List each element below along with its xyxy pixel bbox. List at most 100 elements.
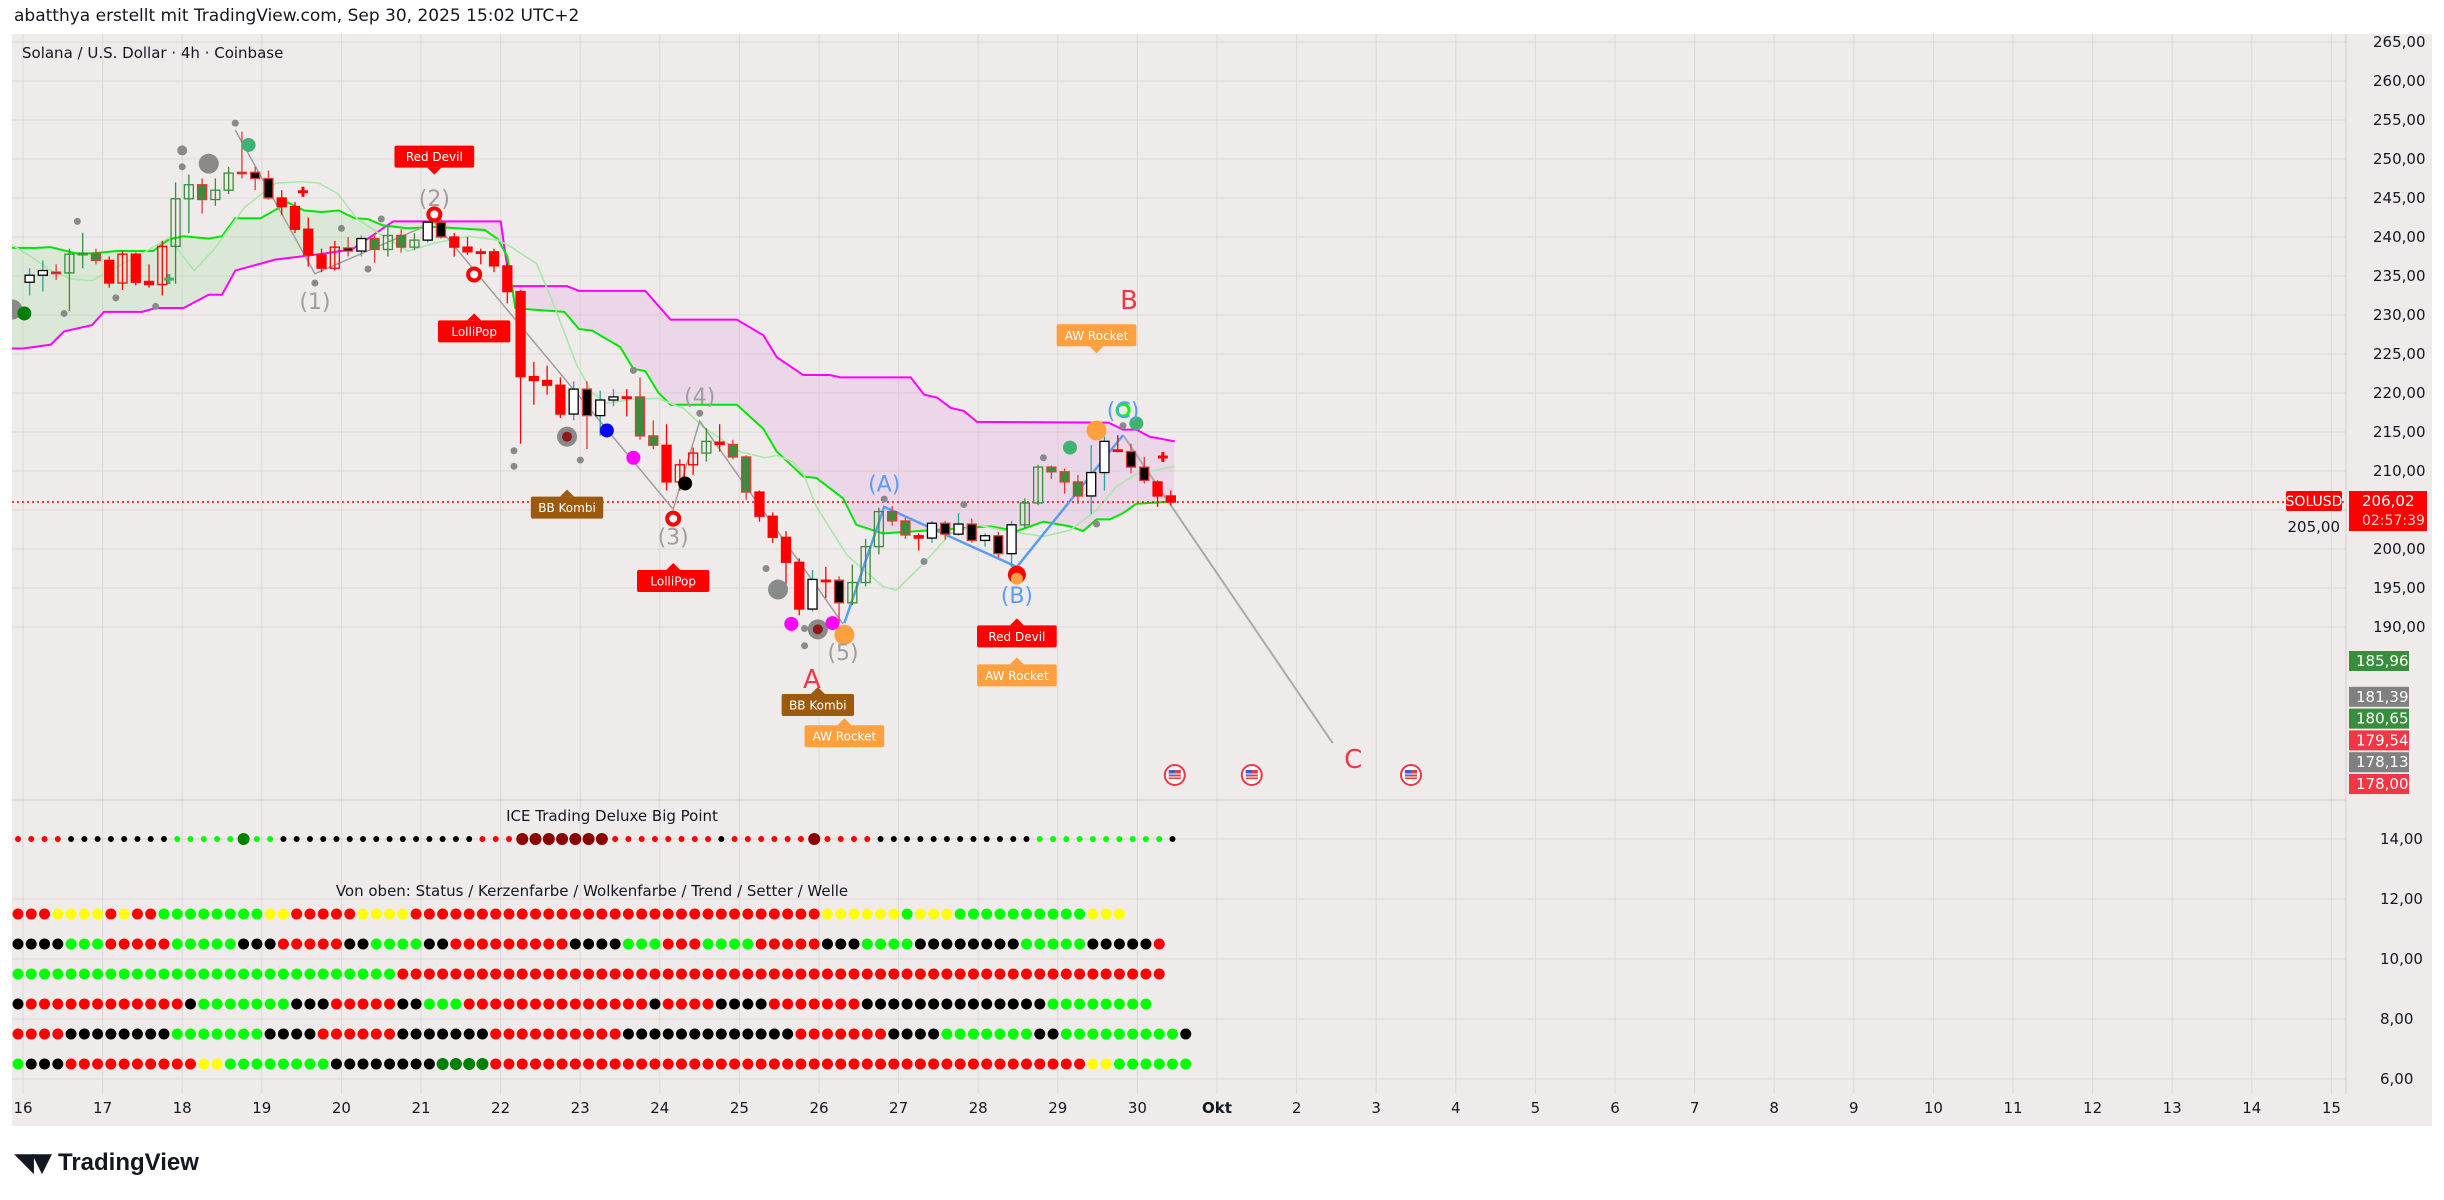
indicator-dot-kerzenfarbe bbox=[1060, 938, 1072, 950]
indicator-dot-big-point bbox=[147, 836, 154, 842]
candle-body bbox=[37, 269, 49, 276]
indicator-dot-big-point bbox=[187, 836, 194, 842]
candle-body bbox=[263, 177, 274, 199]
indicator-dot-status bbox=[1007, 908, 1019, 920]
indicator-dot-wolkenfarbe bbox=[742, 968, 754, 980]
indicator-dot-welle bbox=[198, 1058, 210, 1070]
tradingview-logo[interactable]: ◥▼ TradingView bbox=[14, 1148, 199, 1178]
time-tick-label: 23 bbox=[571, 1099, 590, 1117]
indicator-dot-setter bbox=[384, 1028, 396, 1040]
indicator-dot-big-point bbox=[121, 836, 128, 842]
indicator-dot-big-point bbox=[227, 836, 234, 842]
indicator-dot-big-point bbox=[943, 836, 950, 842]
price-axis[interactable]: 265,00 260,00 255,00 250,00 245,00 240,00 235,… bbox=[2286, 33, 2427, 1088]
indicator-dot-status bbox=[145, 908, 157, 920]
indicator-dot-status bbox=[530, 908, 542, 920]
indicator-dot-kerzenfarbe bbox=[516, 938, 528, 950]
indicator-dot-welle bbox=[742, 1058, 754, 1070]
indicator-dot-status bbox=[291, 908, 303, 920]
indicator-dot-kerzenfarbe bbox=[888, 938, 900, 950]
indicator-dot-setter bbox=[158, 1028, 170, 1040]
indicator-dot-setter bbox=[715, 1028, 727, 1040]
indicator-dot-wolkenfarbe bbox=[1021, 968, 1033, 980]
indicator-dot-big-point bbox=[28, 836, 35, 842]
candle-body bbox=[250, 171, 261, 180]
indicator-dot-setter bbox=[569, 1028, 581, 1040]
us-flag-event-icon[interactable] bbox=[1400, 764, 1423, 786]
time-tick-label: 26 bbox=[809, 1099, 828, 1117]
gray-m-marker-icon bbox=[177, 145, 188, 156]
indicator-dot-wolkenfarbe bbox=[158, 968, 170, 980]
indicator-dot-setter bbox=[423, 1028, 435, 1040]
indicator-dot-wolkenfarbe bbox=[622, 968, 634, 980]
time-axis[interactable]: 16 17 18 19 20 21 22 23 24 25 26 27 28 29 30 Okt 2 3 4 5 6 7 8… bbox=[13, 1099, 2340, 1117]
indicator-dot-big-point bbox=[625, 836, 632, 842]
indicator-dot-wolkenfarbe bbox=[967, 968, 979, 980]
indicator-dot-status bbox=[1060, 908, 1072, 920]
indicator-dot-kerzenfarbe bbox=[185, 938, 197, 950]
indicator-dot-trend bbox=[530, 998, 542, 1010]
indicator-dot-kerzenfarbe bbox=[357, 938, 369, 950]
candle-body bbox=[595, 399, 606, 417]
indicator-dot-setter bbox=[238, 1028, 250, 1040]
candle-body bbox=[1059, 471, 1070, 483]
price-tick-label: 215,00 bbox=[2373, 423, 2426, 441]
indicator-dot-kerzenfarbe bbox=[370, 938, 382, 950]
time-tick-label: 8 bbox=[1769, 1099, 1779, 1117]
last-price-tag-bg bbox=[2349, 491, 2427, 532]
indicator-dot-wolkenfarbe bbox=[729, 968, 741, 980]
magenta-line bbox=[12, 220, 1175, 443]
indicator-dot-kerzenfarbe bbox=[397, 938, 409, 950]
candle-body bbox=[409, 239, 420, 248]
indicator-dot-status bbox=[782, 908, 794, 920]
us-flag-event-icon[interactable] bbox=[1163, 764, 1186, 786]
indicator-dot-status bbox=[729, 908, 741, 920]
indicator-dot-big-point bbox=[930, 836, 937, 842]
indicator-dot-wolkenfarbe bbox=[702, 968, 714, 980]
time-tick-label: 7 bbox=[1690, 1099, 1700, 1117]
indicator-dot-setter bbox=[676, 1028, 687, 1040]
indicator-dot-welle bbox=[304, 1058, 316, 1070]
indicator-dot-status bbox=[649, 908, 661, 920]
indicator-dot-setter bbox=[52, 1028, 64, 1040]
time-tick-label: 24 bbox=[650, 1099, 669, 1117]
indicator-dot-welle bbox=[662, 1058, 674, 1070]
indicator-dot-big-point bbox=[1103, 836, 1110, 842]
signal-markers bbox=[12, 119, 1168, 650]
indicator-dot-setter bbox=[768, 1028, 780, 1040]
indicator-dot-trend bbox=[609, 998, 621, 1010]
time-tick-label: 16 bbox=[13, 1099, 32, 1117]
indicator-dot-big-point bbox=[665, 836, 672, 842]
indicator-dot-wolkenfarbe bbox=[1074, 968, 1086, 980]
indicator-dot-big-point bbox=[134, 836, 141, 842]
price-tick-label: 245,00 bbox=[2373, 189, 2426, 207]
candle-body bbox=[648, 435, 659, 446]
indicator-dot-trend bbox=[1074, 998, 1086, 1010]
indicator-dot-big-point bbox=[1050, 836, 1057, 842]
indicator-title: ICE Trading Deluxe Big Point bbox=[506, 807, 718, 825]
indicator-dot-welle bbox=[370, 1058, 382, 1070]
indicator-dot-kerzenfarbe bbox=[410, 938, 422, 950]
wave-label: (3) bbox=[658, 526, 689, 551]
price-tag-label: 179,54 bbox=[2356, 731, 2409, 749]
price-tag-label: 185,96 bbox=[2356, 652, 2409, 670]
candle-body bbox=[342, 247, 354, 252]
candle-body bbox=[422, 221, 433, 241]
time-tick-label: 30 bbox=[1128, 1099, 1147, 1117]
price-tick-label: 200,00 bbox=[2373, 540, 2426, 558]
indicator-dot-status bbox=[251, 908, 263, 920]
indicator-dot-welle bbox=[901, 1058, 913, 1070]
indicator-dot-welle bbox=[808, 1058, 820, 1070]
indicator-dot-trend bbox=[729, 998, 741, 1010]
candle-body bbox=[316, 254, 327, 269]
us-flag-event-icon[interactable] bbox=[1240, 764, 1263, 786]
indicator-dot-wolkenfarbe bbox=[782, 968, 794, 980]
indicator-dot-status bbox=[65, 908, 77, 920]
indicator-dot-setter bbox=[516, 1028, 528, 1040]
indicator-dot-kerzenfarbe bbox=[556, 938, 568, 950]
indicator-dot-big-point bbox=[718, 836, 725, 842]
indicator-dot-trend bbox=[689, 998, 701, 1010]
indicator-dot-big-point bbox=[333, 836, 340, 842]
gray-l-marker-icon bbox=[198, 153, 219, 174]
